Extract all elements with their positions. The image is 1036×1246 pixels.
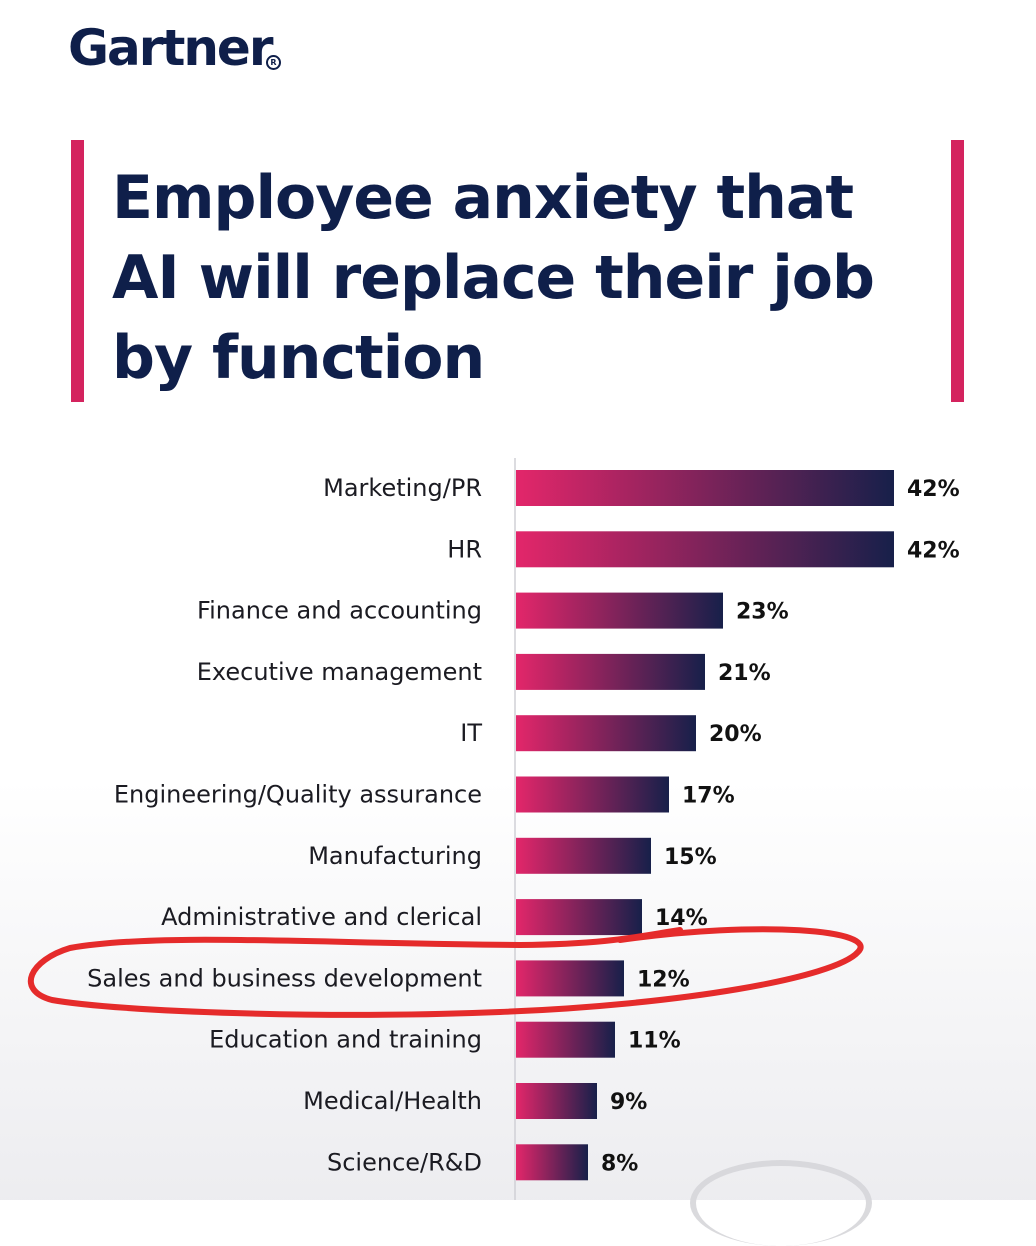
category-label-8: Sales and business development bbox=[87, 964, 482, 992]
category-label-5: Engineering/Quality assurance bbox=[114, 781, 482, 809]
bar-11 bbox=[516, 1144, 588, 1181]
category-label-0: Marketing/PR bbox=[323, 474, 482, 502]
value-label-8: 12% bbox=[637, 967, 690, 992]
value-label-5: 17% bbox=[682, 784, 735, 809]
category-label-1: HR bbox=[447, 535, 482, 563]
title-line-3: by function bbox=[112, 323, 485, 393]
bar-2 bbox=[516, 592, 723, 629]
bar-8 bbox=[516, 960, 624, 997]
category-label-6: Manufacturing bbox=[308, 842, 482, 870]
value-label-11: 8% bbox=[601, 1151, 638, 1176]
category-label-11: Science/R&D bbox=[327, 1148, 482, 1176]
bar-6 bbox=[516, 837, 651, 874]
title-line-1: Employee anxiety that bbox=[112, 163, 854, 233]
value-label-0: 42% bbox=[907, 477, 960, 502]
category-label-4: IT bbox=[460, 719, 482, 747]
title-bracket-left bbox=[71, 140, 84, 402]
title-line-2: AI will replace their job bbox=[112, 243, 875, 313]
bar-5 bbox=[516, 776, 669, 813]
category-label-7: Administrative and clerical bbox=[161, 903, 482, 931]
value-labels-layer: 42% 42% 23% 21% 20% 17% 15% 14% 12% 11% 9% 8% bbox=[601, 477, 960, 1176]
bar-1 bbox=[516, 531, 894, 568]
bar-7 bbox=[516, 899, 642, 936]
highlight-stroke bbox=[27, 926, 864, 1018]
category-labels-layer: Marketing/PR HR Finance and accounting Exec… bbox=[87, 474, 482, 1176]
category-label-2: Finance and accounting bbox=[197, 597, 482, 625]
decorative-ring bbox=[690, 1160, 872, 1246]
category-label-10: Medical/Health bbox=[303, 1087, 482, 1115]
value-label-10: 9% bbox=[610, 1090, 647, 1115]
value-label-4: 20% bbox=[709, 722, 762, 747]
title-bracket-right bbox=[951, 140, 964, 402]
category-label-3: Executive management bbox=[197, 658, 482, 686]
value-label-2: 23% bbox=[736, 600, 789, 625]
registered-mark-icon: R bbox=[266, 55, 281, 70]
category-label-9: Education and training bbox=[209, 1026, 482, 1054]
value-label-6: 15% bbox=[664, 845, 717, 870]
bars-layer bbox=[516, 470, 894, 1181]
value-label-1: 42% bbox=[907, 538, 960, 563]
bar-chart: Marketing/PR HR Finance and accounting Exec… bbox=[87, 458, 960, 1200]
brand-logo: Gartner bbox=[68, 19, 274, 77]
value-label-9: 11% bbox=[628, 1029, 681, 1054]
bar-9 bbox=[516, 1021, 615, 1058]
red-highlight-circle bbox=[27, 926, 864, 1018]
value-label-3: 21% bbox=[718, 661, 771, 686]
bar-3 bbox=[516, 653, 705, 690]
bar-10 bbox=[516, 1083, 597, 1119]
chart-title: Employee anxiety that AI will replace th… bbox=[112, 158, 942, 398]
value-label-7: 14% bbox=[655, 906, 708, 931]
bar-0 bbox=[516, 470, 894, 506]
bar-4 bbox=[516, 715, 696, 752]
